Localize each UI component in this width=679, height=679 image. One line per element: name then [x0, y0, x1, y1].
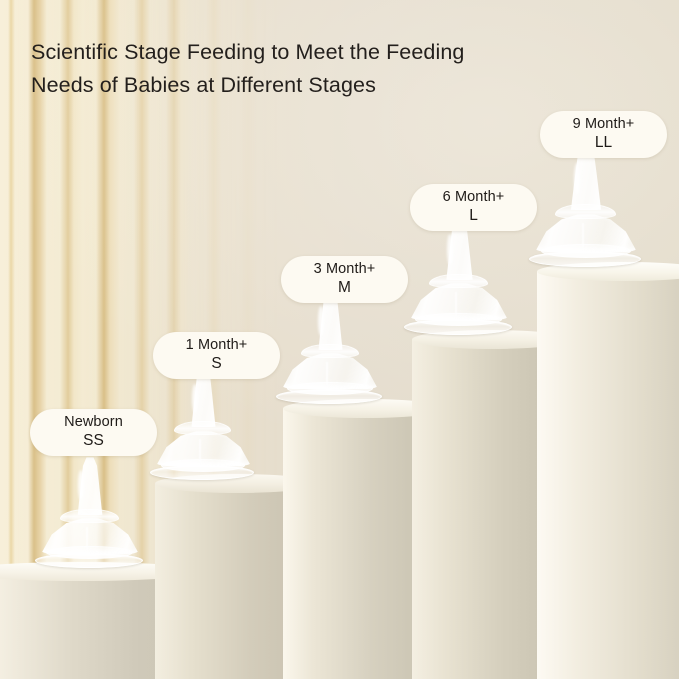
nipple-skirt	[156, 431, 251, 466]
stage-age-label: 3 Month+	[313, 261, 376, 277]
bottle-nipple-6-month	[404, 217, 512, 335]
bottle-nipple-1-month	[150, 367, 254, 480]
nipple-highlight	[318, 306, 324, 336]
nipple-highlight	[574, 163, 580, 195]
stage-label-6-month: 6 Month+ L	[410, 184, 537, 232]
nipple-seam	[326, 362, 328, 385]
nipple-seam	[582, 223, 584, 247]
nipple-seam	[199, 439, 201, 462]
nipple-teat	[77, 457, 103, 515]
nipple-skirt	[410, 283, 508, 320]
stage-size-label: LL	[594, 134, 613, 152]
nipple-skirt	[282, 353, 378, 389]
pedestal-9-month	[537, 262, 679, 679]
nipple-seam	[86, 527, 88, 550]
stage-age-label: 1 Month+	[185, 337, 248, 353]
nipple-skirt	[41, 518, 139, 554]
stage-size-label: L	[469, 207, 478, 225]
stage-age-label: 6 Month+	[442, 189, 505, 205]
bottle-nipple-newborn	[35, 453, 143, 568]
stage-size-label: S	[211, 355, 222, 373]
stage-label-9-month: 9 Month+ LL	[540, 111, 667, 159]
nipple-seam	[455, 292, 457, 316]
bottle-nipple-9-month	[529, 145, 641, 267]
stage-size-label: M	[338, 279, 351, 297]
stage-age-label: 9 Month+	[572, 116, 635, 132]
nipple-highlight	[447, 234, 453, 265]
stage-label-3-month: 3 Month+ M	[281, 256, 408, 304]
nipple-skirt	[535, 214, 637, 252]
nipple-highlight	[192, 384, 198, 413]
stage-label-newborn: Newborn SS	[30, 409, 157, 457]
bottle-nipple-3-month	[276, 288, 382, 404]
nipple-highlight	[78, 470, 84, 500]
page-title: Scientific Stage Feeding to Meet the Fee…	[31, 40, 465, 97]
pedestal-top-surface	[0, 562, 203, 581]
stage-size-label: SS	[83, 432, 104, 450]
pedestal-body	[537, 271, 679, 679]
stage-label-1-month: 1 Month+ S	[153, 332, 280, 380]
stage-age-label: Newborn	[64, 414, 123, 430]
